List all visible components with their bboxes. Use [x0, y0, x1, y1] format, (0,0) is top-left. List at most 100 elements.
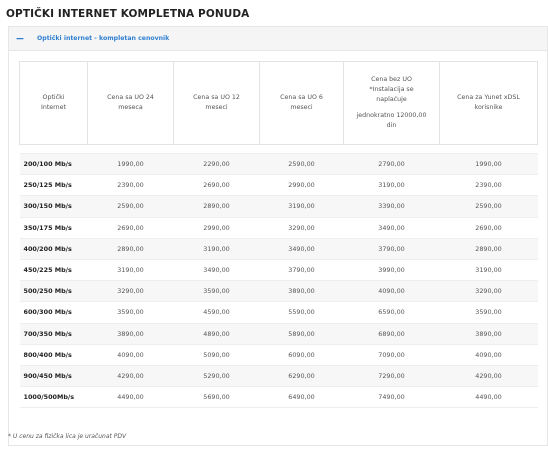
- speed-cell: 800/400 Mb/s: [19, 343, 88, 366]
- speed-cell: 400/200 Mb/s: [19, 237, 88, 260]
- price-cell: 2390,00: [439, 174, 538, 197]
- price-cell: 4590,00: [173, 301, 260, 324]
- price-cell: 2990,00: [173, 216, 260, 239]
- price-cell: 2590,00: [439, 195, 538, 218]
- vat-footnote: * U cenu za fizička lica je uračunat PDV: [8, 433, 127, 440]
- price-cell: 5290,00: [173, 364, 260, 388]
- price-cell: 3190,00: [87, 258, 174, 282]
- column-header-line: Cena za Yunet xDSL: [457, 94, 520, 101]
- column-header: Cena za Yunet xDSL korisnike: [439, 61, 538, 145]
- price-cell: 3590,00: [173, 280, 260, 303]
- price-cell: 1990,00: [87, 152, 174, 176]
- table-row: 900/450 Mb/s 4290,00 5290,00 6290,00 7290,00…: [19, 364, 538, 388]
- price-cell: 6490,00: [259, 386, 344, 409]
- price-cell: 3790,00: [259, 258, 344, 282]
- table-row: 500/250 Mb/s 3290,00 3590,00 3890,00 4090,00…: [19, 280, 538, 303]
- table-body: 200/100 Mb/s 1990,00 2290,00 2590,00 2790,00…: [19, 152, 538, 409]
- column-header-line: Cena sa UO 6: [280, 94, 323, 101]
- price-cell: 2690,00: [439, 216, 538, 239]
- speed-cell: 700/350 Mb/s: [19, 322, 88, 345]
- price-cell: 5890,00: [259, 322, 344, 345]
- column-header-line: Internet: [40, 104, 66, 111]
- price-cell: 3190,00: [173, 237, 260, 260]
- speed-cell: 450/225 Mb/s: [19, 258, 88, 282]
- table-row: 300/150 Mb/s 2590,00 2890,00 3190,00 3390,00…: [19, 195, 538, 218]
- price-cell: 3290,00: [439, 280, 538, 303]
- column-header: Cena bez UO *Instalacija se naplaćuje jedno…: [343, 61, 440, 145]
- speed-cell: 350/175 Mb/s: [19, 216, 88, 239]
- speed-cell: 900/450 Mb/s: [19, 364, 88, 388]
- price-cell: 3190,00: [439, 258, 538, 282]
- price-cell: 2890,00: [87, 237, 174, 260]
- price-cell: 4890,00: [173, 322, 260, 345]
- price-cell: 2890,00: [439, 237, 538, 260]
- accordion-header[interactable]: − Optički internet - kompletan cenovnik: [9, 27, 547, 51]
- price-cell: 6090,00: [259, 343, 344, 366]
- installation-note-line: jednokratno 12000,00: [356, 112, 427, 119]
- price-cell: 2690,00: [87, 216, 174, 239]
- price-cell: 6290,00: [259, 364, 344, 388]
- speed-cell: 600/300 Mb/s: [19, 301, 88, 324]
- column-header: Optički Internet: [19, 61, 88, 145]
- price-cell: 2590,00: [259, 152, 344, 176]
- price-cell: 6590,00: [343, 301, 440, 324]
- price-cell: 6890,00: [343, 322, 440, 345]
- column-header-line: meseci: [205, 104, 228, 111]
- price-cell: 1990,00: [439, 152, 538, 176]
- collapse-minus-icon[interactable]: −: [15, 32, 25, 45]
- column-header-line: meseca: [118, 104, 143, 111]
- price-cell: 7290,00: [343, 364, 440, 388]
- column-header-line: *Instalacija se: [369, 86, 414, 93]
- table-row: 1000/500Mb/s 4490,00 5690,00 6490,00 7490,00…: [19, 386, 538, 409]
- column-header-line: meseci: [290, 104, 313, 111]
- accordion-title[interactable]: Optički internet - kompletan cenovnik: [37, 35, 170, 42]
- price-cell: 3890,00: [87, 322, 174, 345]
- price-cell: 5090,00: [173, 343, 260, 366]
- table-row: 400/200 Mb/s 2890,00 3190,00 3490,00 3790,00…: [19, 237, 538, 260]
- table-row: 350/175 Mb/s 2690,00 2990,00 3290,00 3490,00…: [19, 216, 538, 239]
- speed-cell: 1000/500Mb/s: [19, 386, 88, 409]
- price-cell: 4090,00: [87, 343, 174, 366]
- column-header-line: Cena sa UO 24: [107, 94, 154, 101]
- installation-note-line: din: [386, 122, 397, 129]
- column-header-line: Cena sa UO 12: [193, 94, 240, 101]
- column-header-line: Optički: [42, 94, 65, 101]
- price-cell: 4090,00: [439, 343, 538, 366]
- price-cell: 3490,00: [173, 258, 260, 282]
- price-cell: 5690,00: [173, 386, 260, 409]
- price-cell: 3290,00: [87, 280, 174, 303]
- price-cell: 4290,00: [87, 364, 174, 388]
- price-cell: 7490,00: [343, 386, 440, 409]
- table-row: 800/400 Mb/s 4090,00 5090,00 6090,00 7090,00…: [19, 343, 538, 366]
- page-title: OPTIČKI INTERNET KOMPLETNA PONUDA: [6, 8, 250, 20]
- price-cell: 3790,00: [343, 237, 440, 260]
- column-header-line: naplaćuje: [376, 96, 407, 103]
- table-row: 700/350 Mb/s 3890,00 4890,00 5890,00 6890,00…: [19, 322, 538, 345]
- column-header-line: korisnike: [474, 104, 503, 111]
- price-cell: 3490,00: [343, 216, 440, 239]
- price-cell: 4490,00: [87, 386, 174, 409]
- price-cell: 2790,00: [343, 152, 440, 176]
- price-cell: 7090,00: [343, 343, 440, 366]
- price-cell: 3490,00: [259, 237, 344, 260]
- speed-cell: 250/125 Mb/s: [19, 174, 88, 197]
- column-header-line: Cena bez UO: [371, 76, 412, 83]
- price-cell: 2690,00: [173, 174, 260, 197]
- price-table: Optički Internet Cena sa UO 24 meseca Cena s…: [19, 61, 538, 409]
- price-cell: 2290,00: [173, 152, 260, 176]
- price-cell: 2590,00: [87, 195, 174, 218]
- price-cell: 5590,00: [259, 301, 344, 324]
- table-row: 200/100 Mb/s 1990,00 2290,00 2590,00 2790,00…: [19, 152, 538, 176]
- price-cell: 4490,00: [439, 386, 538, 409]
- column-header: Cena sa UO 12 meseci: [173, 61, 260, 145]
- price-cell: 3890,00: [259, 280, 344, 303]
- speed-cell: 500/250 Mb/s: [19, 280, 88, 303]
- price-cell: 3590,00: [439, 301, 538, 324]
- speed-cell: 300/150 Mb/s: [19, 195, 88, 218]
- price-cell: 2890,00: [173, 195, 260, 218]
- price-cell: 3190,00: [259, 195, 344, 218]
- column-header: Cena sa UO 24 meseca: [87, 61, 174, 145]
- speed-cell: 200/100 Mb/s: [19, 152, 88, 176]
- price-cell: 3190,00: [343, 174, 440, 197]
- price-cell: 4290,00: [439, 364, 538, 388]
